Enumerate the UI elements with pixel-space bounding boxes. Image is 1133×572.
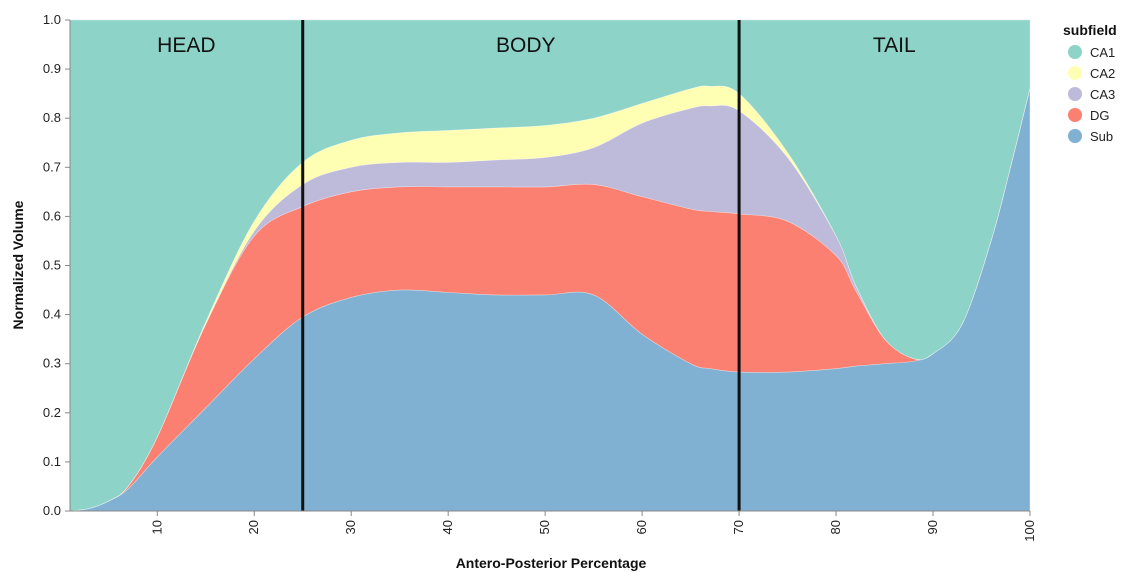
y-tick-label: 0.1: [43, 454, 61, 469]
x-axis-title: Antero-Posterior Percentage: [456, 555, 647, 571]
x-tick-label: 20: [246, 520, 261, 534]
x-tick-label: 70: [731, 520, 746, 534]
y-tick-label: 0.4: [43, 307, 61, 322]
x-tick-label: 90: [925, 520, 940, 534]
region-label-tail: TAIL: [873, 34, 916, 57]
y-tick-label: 0.2: [43, 405, 61, 420]
x-tick-label: 50: [537, 520, 552, 534]
x-tick-label: 30: [343, 520, 358, 534]
legend-label-ca3: CA3: [1090, 87, 1115, 102]
legend-label-ca2: CA2: [1090, 66, 1115, 81]
y-tick-label: 0.6: [43, 208, 61, 223]
legend-swatch-dg: [1068, 108, 1082, 122]
x-tick-label: 100: [1022, 520, 1037, 542]
legend: subfield CA1 CA2 CA3 DG Sub: [1063, 22, 1117, 144]
legend-label-dg: DG: [1090, 108, 1110, 123]
y-tick-label: 0.7: [43, 159, 61, 174]
legend-swatch-ca2: [1068, 66, 1082, 80]
x-tick-label: 10: [149, 520, 164, 534]
x-tick-label: 60: [634, 520, 649, 534]
y-axis-title: Normalized Volume: [10, 200, 26, 329]
region-dividers: [301, 20, 741, 511]
x-axis-ticks: 10 20 30 40 50 60 70 80 90 100: [149, 511, 1037, 542]
legend-swatch-sub: [1068, 129, 1082, 143]
y-tick-label: 0.3: [43, 356, 61, 371]
area-sub: [69, 88, 1031, 512]
y-tick-label: 1.0: [43, 12, 61, 27]
y-axis-ticks: 0.0 0.1 0.2 0.3 0.4 0.5 0.6 0.7 0.8 0.9 1.0: [43, 12, 70, 518]
legend-swatch-ca3: [1068, 87, 1082, 101]
y-tick-label: 0.0: [43, 503, 61, 518]
x-tick-label: 80: [828, 520, 843, 534]
region-labels: HEAD BODY TAIL: [157, 34, 915, 57]
legend-swatch-ca1: [1068, 45, 1082, 59]
region-label-body: BODY: [496, 34, 556, 57]
y-tick-label: 0.5: [43, 258, 61, 273]
y-tick-label: 0.9: [43, 61, 61, 76]
region-label-head: HEAD: [157, 34, 215, 57]
area-series: [69, 19, 1031, 512]
y-tick-label: 0.8: [43, 110, 61, 125]
legend-label-sub: Sub: [1090, 129, 1113, 144]
legend-label-ca1: CA1: [1090, 45, 1115, 60]
x-tick-label: 40: [440, 520, 455, 534]
legend-title: subfield: [1063, 22, 1117, 38]
